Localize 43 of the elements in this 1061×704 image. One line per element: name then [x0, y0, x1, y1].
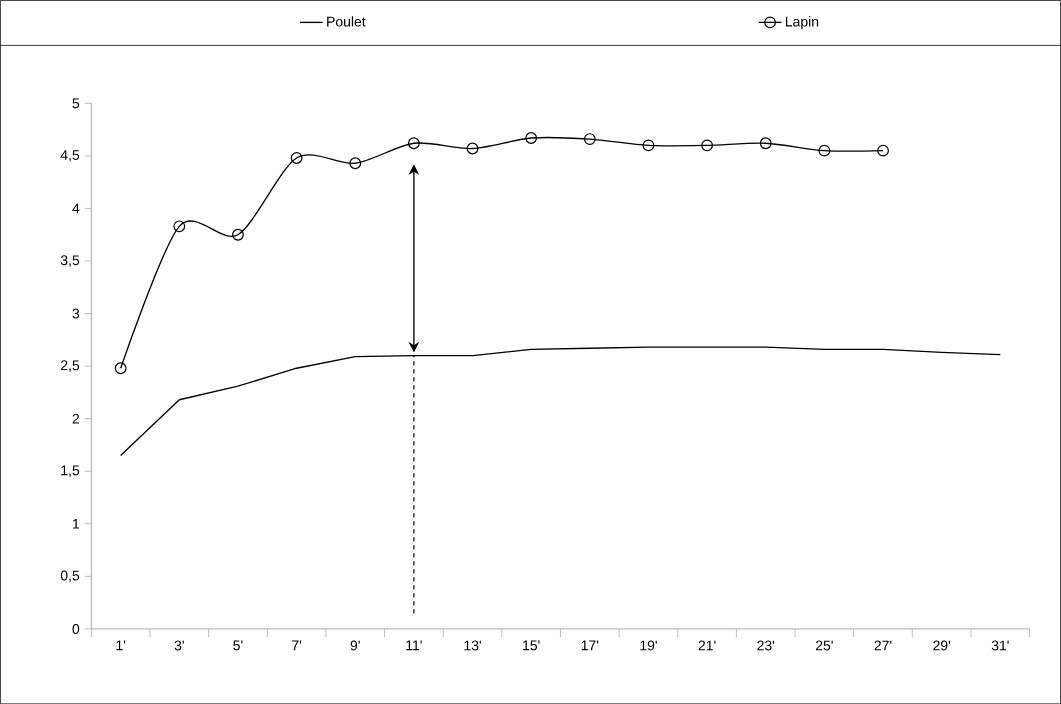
x-tick-label: 1': [116, 640, 126, 651]
point: [173, 220, 186, 233]
x-tick-label: 27': [874, 640, 892, 651]
x-tick-label: 25': [815, 640, 833, 651]
y-tick-label: 1: [73, 518, 80, 529]
point: [759, 137, 772, 150]
x-tick-label: 13': [464, 640, 481, 651]
point: [642, 139, 655, 152]
x-tick-label: 23': [757, 640, 775, 651]
x-tick-label: 17': [581, 640, 599, 651]
x-tick-label: 15': [523, 640, 540, 651]
x-tick-label: 11': [406, 640, 422, 651]
point: [232, 228, 244, 241]
x-tick-label: 21': [698, 640, 716, 651]
y-tick-label: 1,5: [61, 465, 80, 477]
point: [349, 157, 362, 170]
legend-label: Lapin: [785, 16, 819, 30]
x-tick-label: 9': [350, 640, 360, 651]
x-tick-label: 7': [292, 640, 302, 651]
point: [290, 151, 303, 164]
point: [877, 144, 889, 157]
x-tick-label: 5': [233, 640, 243, 651]
x-tick-label: 31': [991, 640, 1009, 651]
x-tick-label: 3': [174, 640, 184, 651]
point: [818, 144, 831, 157]
x-tick-label: 19': [640, 640, 657, 651]
y-tick-label: 4: [72, 203, 80, 214]
point: [114, 362, 127, 375]
y-tick-label: 3: [72, 308, 80, 319]
y-tick-label: 2,5: [61, 360, 80, 372]
legend-label: Poulet: [327, 16, 366, 27]
y-tick-label: 5: [72, 98, 80, 109]
y-tick-label: 4,5: [60, 150, 80, 162]
point: [466, 142, 479, 155]
y-tick-label: 0: [72, 623, 80, 634]
point: [583, 133, 596, 145]
point: [407, 137, 420, 150]
point: [525, 131, 538, 144]
point: [701, 139, 714, 152]
y-tick-label: 2: [72, 413, 80, 424]
y-tick-label: 0,5: [60, 570, 80, 583]
x-tick-label: 29': [933, 640, 951, 651]
y-tick-label: 3,5: [60, 255, 80, 267]
